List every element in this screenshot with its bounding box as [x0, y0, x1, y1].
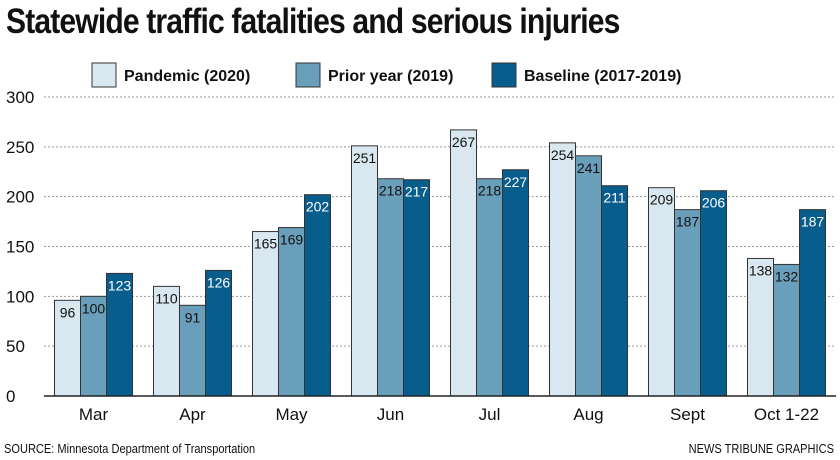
- bar: [351, 145, 378, 397]
- legend-swatch: [295, 62, 321, 88]
- data-label: 267: [452, 134, 476, 150]
- data-label: 126: [207, 274, 231, 290]
- data-label: 218: [379, 183, 403, 199]
- x-tick-label: May: [275, 405, 308, 424]
- data-label: 169: [280, 232, 304, 248]
- y-tick-label: 200: [6, 188, 34, 207]
- bar: [278, 227, 305, 397]
- bar: [377, 178, 404, 397]
- data-label: 138: [749, 262, 773, 278]
- bar: [304, 194, 331, 397]
- data-label: 254: [551, 147, 575, 163]
- bar: [773, 263, 800, 397]
- chart-title: Statewide traffic fatalities and serious…: [6, 2, 620, 41]
- bar: [502, 169, 529, 397]
- data-label: 217: [405, 184, 429, 200]
- data-label: 187: [676, 214, 700, 230]
- x-tick-label: Oct 1-22: [754, 405, 819, 424]
- legend-label: Baseline (2017-2019): [524, 68, 681, 85]
- legend-label: Pandemic (2020): [124, 68, 250, 85]
- bar: [700, 190, 727, 397]
- y-tick-label: 0: [6, 387, 15, 406]
- legend-label: Prior year (2019): [328, 68, 453, 85]
- bar: [549, 142, 576, 397]
- data-label: 110: [155, 290, 178, 306]
- x-tick-label: Jun: [377, 405, 404, 424]
- x-tick-label: Jul: [479, 405, 501, 424]
- bar: [601, 185, 628, 397]
- data-label: 206: [702, 195, 726, 211]
- data-label: 187: [801, 214, 825, 230]
- data-label: 123: [108, 277, 132, 293]
- y-tick-label: 100: [6, 287, 34, 306]
- y-tick-label: 150: [6, 238, 34, 257]
- bar: [674, 209, 701, 397]
- x-tick-label: Apr: [179, 405, 206, 424]
- data-label: 132: [775, 268, 799, 284]
- data-label: 100: [82, 300, 106, 316]
- source-note: SOURCE: Minnesota Department of Transpor…: [4, 441, 256, 456]
- bar: [575, 155, 602, 397]
- data-label: 218: [478, 183, 502, 199]
- bar: [205, 269, 232, 397]
- x-tick-label: Mar: [79, 405, 109, 424]
- bar: [252, 231, 279, 397]
- bar: [648, 187, 675, 397]
- data-label: 202: [306, 199, 330, 215]
- bar-chart: 0 50 100 150 200 250 300 Pandemic (2020) Prior y…: [6, 62, 836, 424]
- y-tick-label: 50: [6, 337, 25, 356]
- bar: [476, 178, 503, 397]
- data-label: 211: [603, 190, 626, 206]
- data-label: 227: [504, 174, 528, 190]
- credit-note: NEWS TRIBUNE GRAPHICS: [688, 441, 834, 456]
- data-label: 165: [254, 236, 278, 252]
- data-label: 241: [577, 160, 601, 176]
- x-tick-label: Aug: [573, 405, 603, 424]
- y-tick-label: 300: [6, 88, 34, 107]
- data-label: 96: [60, 304, 76, 320]
- legend-swatch: [491, 62, 517, 88]
- x-tick-label: Sept: [670, 405, 705, 424]
- data-label: 209: [650, 192, 674, 208]
- data-label: 251: [353, 150, 377, 166]
- legend-swatch: [91, 62, 117, 88]
- data-label: 91: [185, 309, 201, 325]
- bar: [450, 129, 477, 397]
- bar: [403, 179, 430, 397]
- bar: [747, 257, 774, 397]
- y-tick-label: 250: [6, 138, 34, 157]
- bar: [799, 209, 826, 397]
